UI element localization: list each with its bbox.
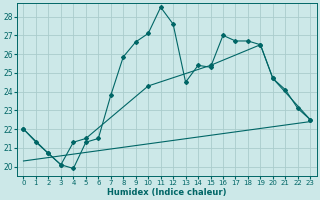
- X-axis label: Humidex (Indice chaleur): Humidex (Indice chaleur): [107, 188, 227, 197]
